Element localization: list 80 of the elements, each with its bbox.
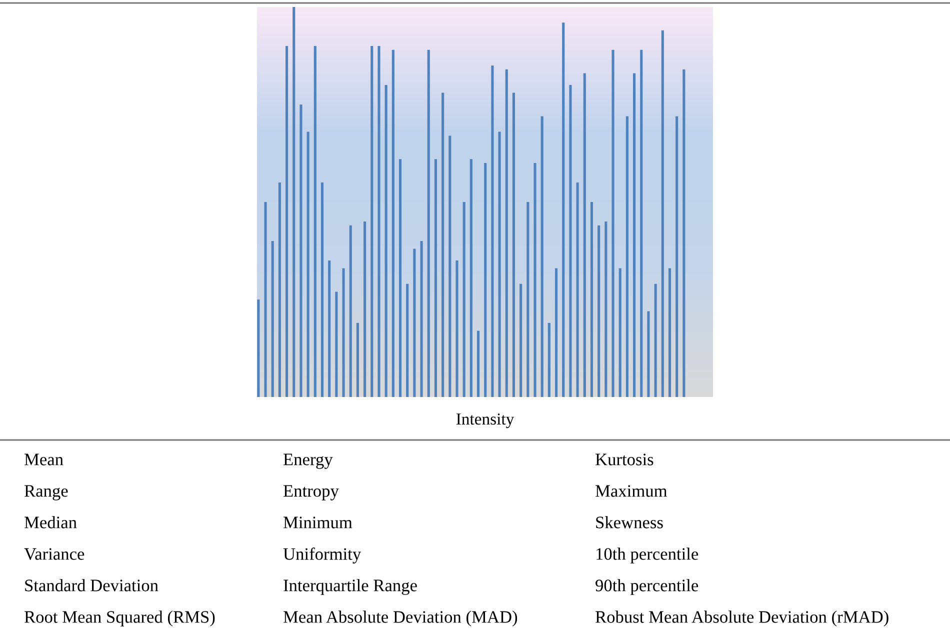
bar	[668, 268, 672, 397]
x-axis-title: Intensity	[456, 413, 514, 428]
bar	[356, 322, 359, 397]
text: Maximum	[596, 485, 668, 497]
text: Range	[24, 485, 68, 500]
bar	[314, 46, 316, 397]
text: Minimum	[284, 516, 352, 528]
text: 10th percentile	[596, 548, 698, 564]
bar	[590, 202, 594, 397]
text: Kurtosis	[596, 454, 654, 466]
text: Uniformity	[283, 548, 362, 564]
bar	[335, 292, 338, 397]
bar	[569, 85, 572, 397]
text: Energy	[284, 454, 333, 469]
bar	[484, 163, 487, 397]
bar	[257, 300, 260, 397]
bar	[640, 50, 643, 397]
bar	[633, 73, 636, 397]
bar	[413, 248, 416, 397]
bar	[349, 225, 352, 397]
bar	[342, 268, 345, 397]
text: Mean	[24, 454, 64, 466]
bar	[654, 284, 657, 397]
bar	[540, 116, 544, 397]
bar	[576, 182, 579, 397]
bar	[612, 50, 614, 397]
bar	[320, 182, 324, 397]
bar	[470, 159, 472, 397]
bar	[682, 69, 686, 397]
bar	[271, 241, 274, 397]
bar	[462, 202, 466, 397]
bar	[618, 268, 622, 397]
bar	[498, 132, 501, 397]
text: Root Mean Squared (RMS)	[24, 610, 215, 626]
bar	[520, 284, 522, 397]
bar	[534, 163, 536, 397]
bar	[604, 222, 608, 397]
text: Interquartile Range	[284, 579, 417, 595]
bar	[300, 104, 302, 397]
bar	[647, 311, 650, 397]
bar	[378, 46, 380, 397]
bar	[420, 241, 423, 397]
bar	[562, 22, 565, 397]
bar	[456, 260, 458, 397]
text: Robust Mean Absolute Deviation (rMAD)	[596, 610, 888, 626]
text: Skewness	[596, 516, 663, 528]
bar	[598, 225, 600, 397]
bar	[505, 69, 508, 397]
text: Standard Deviation	[25, 579, 158, 592]
text: Mean Absolute Deviation (MAD)	[284, 610, 518, 626]
bar	[583, 73, 586, 397]
text: 90th percentile	[596, 579, 698, 595]
bar	[434, 159, 437, 397]
bar	[448, 136, 452, 397]
bar	[512, 92, 515, 397]
bar	[442, 92, 444, 397]
bar	[476, 330, 480, 397]
bar	[548, 322, 550, 397]
bar	[286, 46, 288, 397]
bar	[264, 202, 267, 397]
bar	[427, 50, 430, 397]
bar	[406, 284, 409, 397]
bar	[292, 7, 296, 397]
bar	[626, 116, 628, 397]
bar	[370, 46, 374, 397]
bar	[554, 268, 558, 397]
bar	[392, 50, 394, 397]
bar	[364, 222, 366, 397]
bar	[384, 85, 388, 397]
bar	[526, 202, 530, 397]
bar	[278, 182, 281, 397]
bar	[491, 66, 494, 397]
text: Variance	[24, 548, 84, 560]
bar	[676, 116, 678, 397]
bar	[661, 30, 664, 397]
text: Median	[24, 516, 77, 528]
bar	[306, 132, 310, 397]
text: Entropy	[284, 485, 339, 500]
bar	[328, 260, 331, 397]
bar	[398, 159, 402, 397]
